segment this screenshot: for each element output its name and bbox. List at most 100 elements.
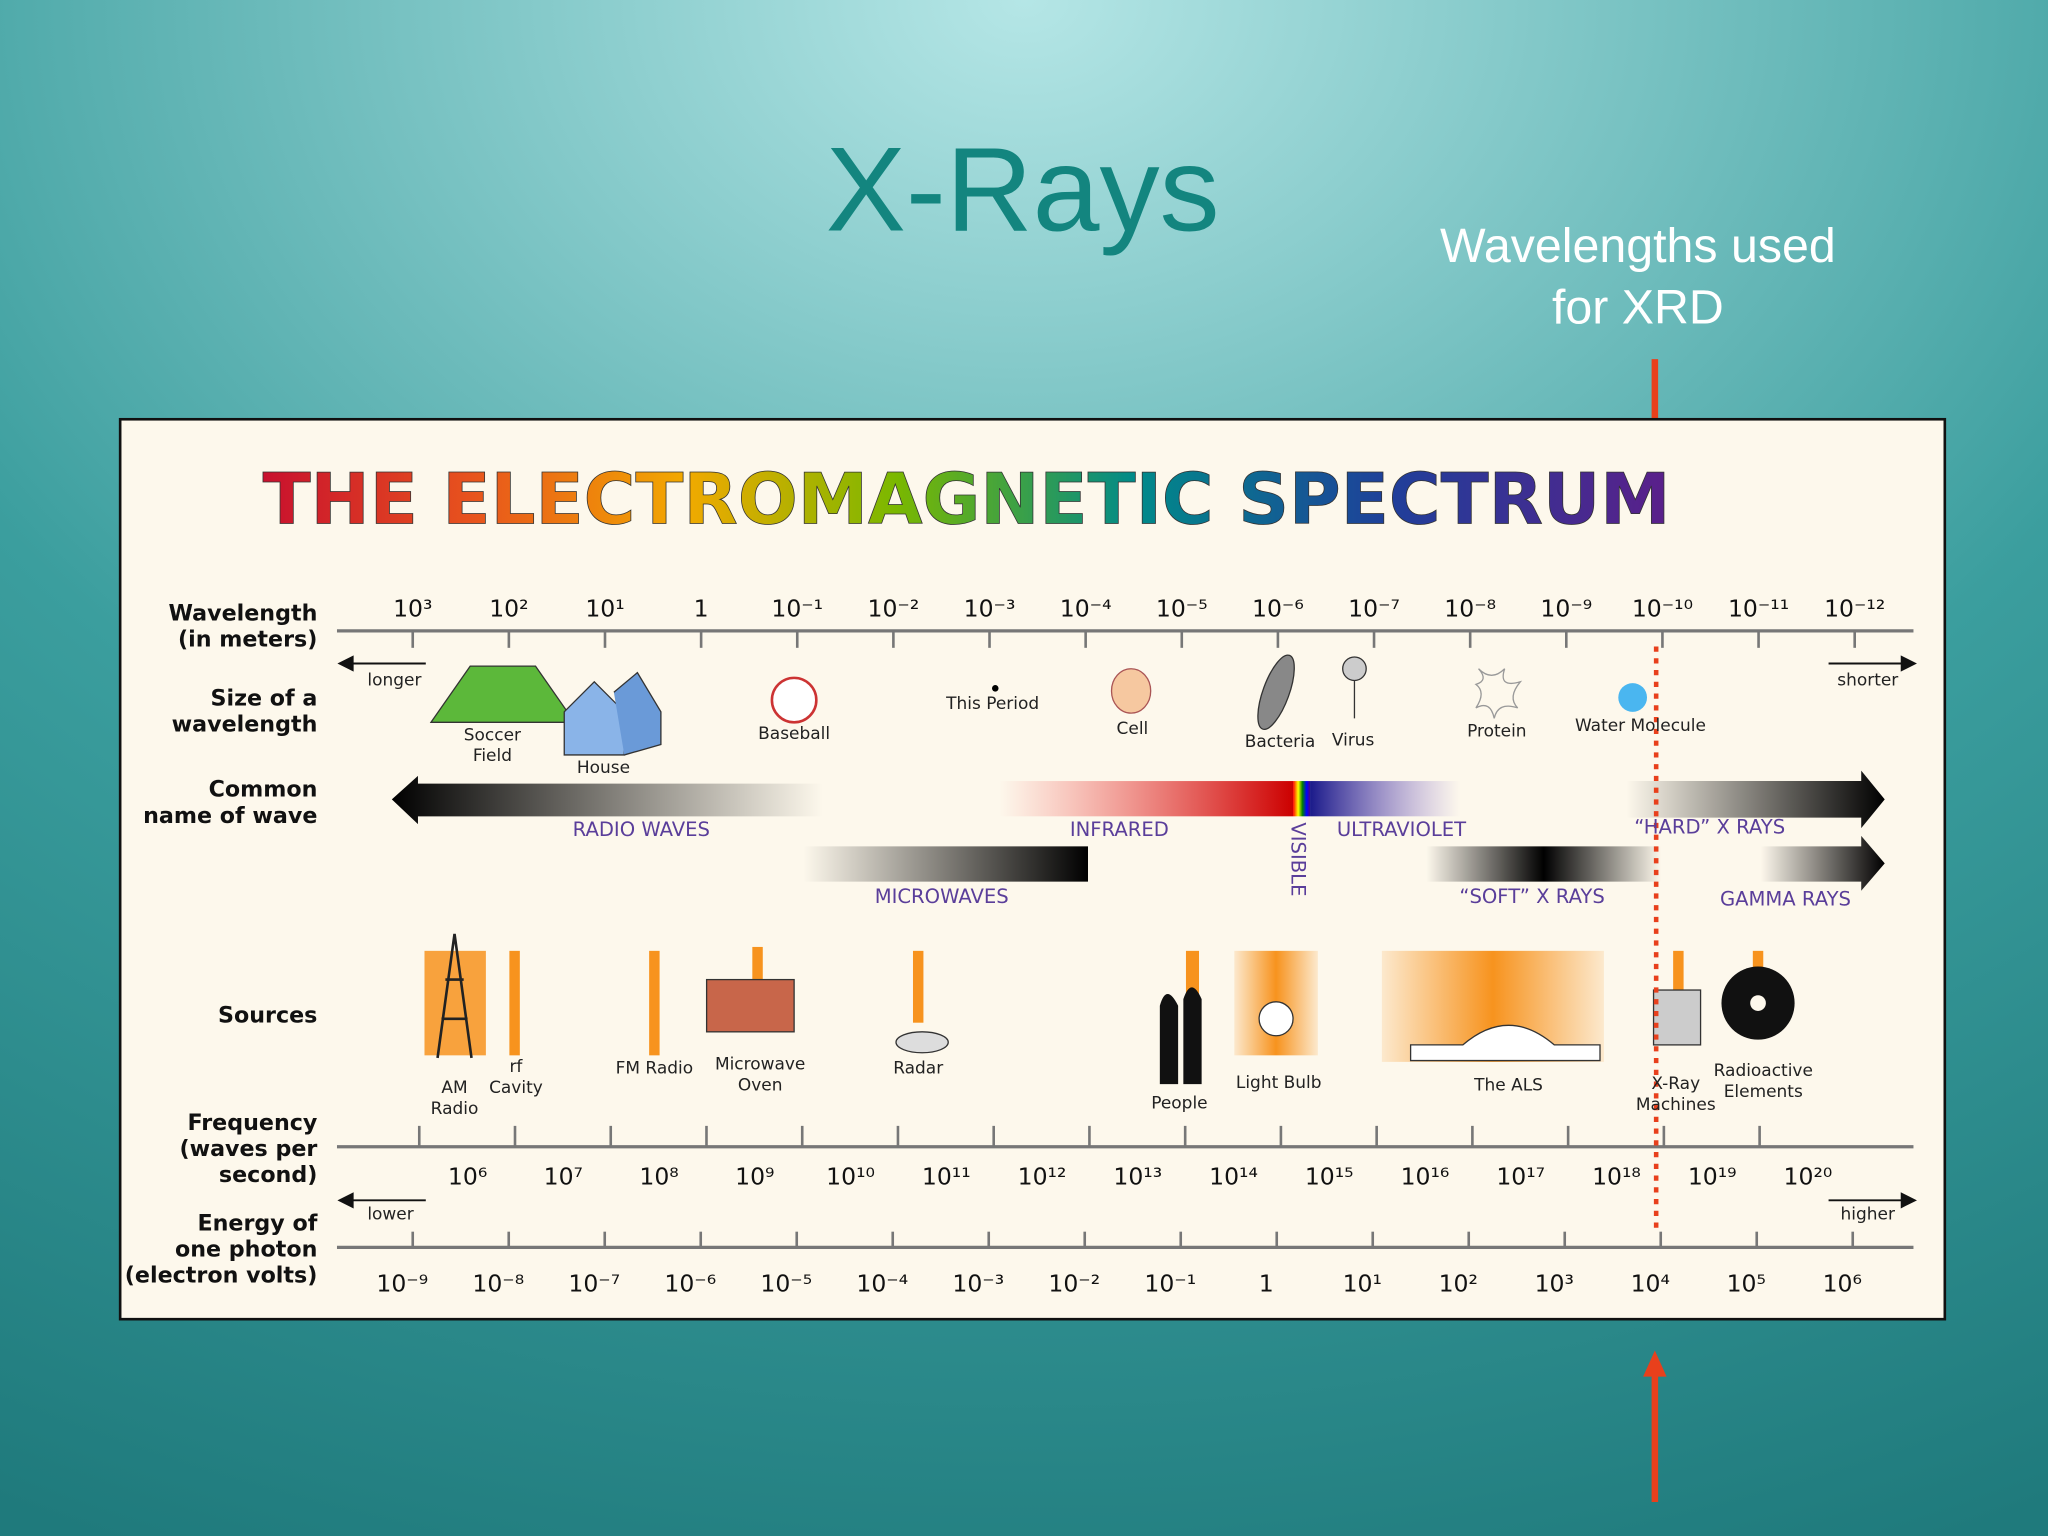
direction-label: lower [367, 1205, 413, 1225]
row-label: Frequency [188, 1110, 318, 1136]
energy-tick-label: 1 [1259, 1270, 1274, 1298]
source-label: rf [509, 1057, 523, 1077]
radio-band [391, 775, 823, 825]
labels: Wavelength(in meters) Size of awavelength… [125, 594, 1898, 1297]
source-label: Radioactive [1714, 1061, 1813, 1081]
am-bar [424, 950, 486, 1056]
row-label: Size of a [211, 685, 318, 711]
frequency-tick-label: 10¹¹ [922, 1163, 971, 1191]
soccer-field-icon [429, 665, 576, 723]
row-label: Sources [218, 1003, 317, 1029]
frequency-tick-label: 10¹⁰ [826, 1163, 875, 1191]
wave-label: VISIBLE [1286, 822, 1309, 896]
frequency-tick-label: 10⁹ [735, 1163, 774, 1191]
wavelength-tick-label: 10⁻⁴ [1060, 594, 1112, 622]
wavelength-tick-label: 10⁻⁷ [1348, 594, 1400, 622]
energy-tick-label: 10¹ [1343, 1270, 1382, 1298]
wavelength-tick-label: 10⁻⁵ [1156, 594, 1208, 622]
slide-title: X-Rays [826, 122, 1220, 256]
source-label: Radar [893, 1058, 943, 1078]
size-label: House [577, 758, 630, 778]
frequency-tick-label: 10¹⁹ [1688, 1163, 1737, 1191]
energy-tick-label: 10⁻³ [952, 1270, 1004, 1298]
xray-machine-icon [1652, 989, 1702, 1046]
size-label: Protein [1467, 721, 1526, 741]
rf-bar [509, 950, 520, 1056]
spectrum-title: THE ELECTROMAGNETIC SPECTRUM [263, 459, 1671, 541]
energy-tick-label: 10⁻¹ [1144, 1270, 1196, 1298]
energy-tick-label: 10⁴ [1631, 1270, 1670, 1298]
size-label: Soccer [464, 725, 521, 745]
row-label: name of wave [143, 803, 317, 829]
infrared-band [999, 781, 1294, 817]
wave-bands [391, 770, 1885, 891]
wavelength-tick-label: 10⁻³ [964, 594, 1016, 622]
annotation: Wavelengths used [1440, 219, 1836, 273]
energy-tick-label: 10⁻⁶ [664, 1270, 716, 1298]
energy-tick-label: 10⁻⁸ [472, 1270, 524, 1298]
radar-icon [895, 1031, 949, 1054]
uv-band [1310, 781, 1461, 817]
size-label: Baseball [758, 724, 830, 744]
direction-arrows [337, 655, 1917, 1209]
size-icons [429, 654, 1648, 756]
wave-label: ULTRAVIOLET [1337, 818, 1467, 841]
row-label: (electron volts) [125, 1263, 318, 1289]
source-label: The ALS [1473, 1075, 1543, 1095]
cell-icon [1110, 668, 1152, 714]
radar-bar [912, 950, 924, 1023]
size-label: Bacteria [1245, 732, 1316, 752]
gamma-band [1760, 835, 1885, 891]
source-label: FM Radio [616, 1058, 693, 1078]
energy-tick-label: 10⁻⁷ [568, 1270, 620, 1298]
oven-icon [705, 978, 795, 1033]
source-label: AM [441, 1078, 467, 1098]
frequency-tick-label: 10⁷ [544, 1163, 583, 1191]
bacteria-icon [1257, 654, 1295, 730]
wave-label: “HARD” X RAYS [1634, 816, 1785, 839]
wave-label: RADIO WAVES [573, 818, 710, 841]
energy-tick-label: 10² [1439, 1270, 1478, 1298]
size-label: Water Molecule [1575, 716, 1706, 736]
row-label: wavelength [172, 711, 318, 737]
wave-label: INFRARED [1070, 818, 1169, 841]
wavelength-tick-label: 10³ [393, 594, 432, 622]
energy-tick-label: 10⁶ [1823, 1270, 1862, 1298]
direction-label: longer [367, 670, 421, 690]
energy-tick-label: 10⁻⁹ [376, 1270, 428, 1298]
frequency-tick-label: 10⁸ [639, 1163, 678, 1191]
xray-bar [1673, 950, 1684, 1004]
period-icon [992, 685, 999, 692]
wavelength-tick-label: 10⁻⁹ [1540, 594, 1592, 622]
size-label: Virus [1332, 731, 1375, 751]
direction-label: shorter [1837, 670, 1898, 690]
energy-tick-label: 10⁵ [1727, 1270, 1766, 1298]
source-label: Microwave [715, 1054, 805, 1074]
source-label: Radio [431, 1099, 479, 1119]
wavelength-tick-label: 10⁻⁸ [1444, 594, 1496, 622]
source-icons [424, 933, 1795, 1085]
row-label: Common [209, 777, 318, 803]
row-label: Energy of [197, 1210, 317, 1236]
source-label: Light Bulb [1236, 1073, 1322, 1093]
visible-band [1293, 781, 1311, 817]
source-label: People [1151, 1094, 1207, 1114]
oven-bar [752, 946, 763, 980]
frequency-tick-label: 10¹⁴ [1209, 1163, 1258, 1191]
bulb-icon [1258, 1001, 1294, 1037]
source-label: Machines [1636, 1095, 1716, 1115]
source-label: Elements [1724, 1082, 1803, 1102]
row-label: Wavelength [168, 600, 317, 626]
row-label: (in meters) [178, 627, 317, 653]
annotation: for XRD [1552, 281, 1724, 335]
wave-label: MICROWAVES [875, 885, 1009, 908]
people-icon [1159, 987, 1202, 1085]
direction-label: higher [1841, 1205, 1895, 1225]
row-label: second) [219, 1162, 317, 1188]
size-label: Cell [1117, 719, 1149, 739]
water-icon [1618, 683, 1648, 712]
wavelength-tick-label: 10⁻¹ [771, 594, 823, 622]
frequency-tick-label: 10¹² [1018, 1163, 1067, 1191]
